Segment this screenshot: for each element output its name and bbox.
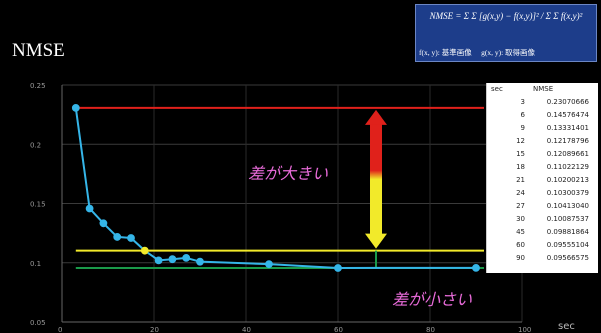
cell-nmse: 0.10200213 (546, 176, 589, 184)
x-tick-label: 20 (150, 326, 159, 333)
chart-title: NMSE (12, 40, 65, 61)
y-tick-label: 0.25 (30, 82, 46, 90)
cell-sec: 90 (516, 254, 525, 262)
table-row: 15 0.12089661 (487, 148, 598, 161)
data-point (265, 260, 273, 269)
table-row: 30 0.10087537 (487, 213, 598, 226)
cell-nmse: 0.23070666 (546, 98, 589, 106)
header-nmse: NMSE (533, 85, 554, 93)
y-tick-label: 0.2 (30, 141, 41, 149)
data-point (99, 219, 108, 228)
nmse-series-line (74, 107, 477, 269)
table-header-row: sec NMSE (487, 83, 598, 96)
data-point (154, 256, 163, 265)
formula-legend: f(x, y): 基準画像 g(x, y): 取得画像 (419, 48, 536, 57)
annotation-big-diff: 差が大きい (248, 164, 329, 183)
table-row: 60 0.09555104 (487, 239, 598, 252)
nmse-formula-box: NMSE = Σ Σ [g(x,y) − f(x,y)]² / Σ Σ f(x,… (415, 4, 597, 62)
cell-sec: 21 (516, 176, 525, 184)
table-row: 18 0.11022129 (487, 161, 598, 174)
table-row: 90 0.09566575 (487, 252, 598, 265)
table-row: 6 0.14576474 (487, 109, 598, 122)
x-tick-label: 100 (518, 326, 531, 333)
cell-nmse: 0.11022129 (546, 163, 589, 171)
y-tick-label: 0.15 (30, 201, 46, 209)
cell-sec: 3 (520, 98, 525, 106)
annotation-small-diff: 差が小さい (392, 290, 473, 309)
y-tick-label: 0.1 (30, 260, 41, 268)
x-tick-label: 60 (334, 326, 343, 333)
data-point (113, 233, 122, 241)
cell-nmse: 0.14576474 (546, 111, 589, 119)
nmse-table: sec NMSE 3 0.23070666 6 0.14576474 9 0.133314… (486, 83, 598, 273)
x-tick-label: 80 (426, 326, 435, 333)
cell-sec: 45 (516, 228, 525, 236)
arrow-head-up (365, 109, 387, 125)
cell-nmse: 0.09555104 (546, 241, 589, 249)
x-tick-label: 0 (58, 326, 62, 333)
table-row: 24 0.10300379 (487, 187, 598, 200)
table-row: 9 0.13331401 (487, 122, 598, 135)
cell-sec: 9 (520, 124, 525, 132)
table-row: 45 0.09881864 (487, 226, 598, 239)
y-tick-label: 0.05 (30, 319, 46, 327)
cell-sec: 15 (516, 150, 525, 158)
cell-nmse: 0.12178796 (546, 137, 589, 145)
cell-sec: 60 (516, 241, 525, 249)
table-row: 3 0.23070666 (487, 96, 598, 109)
data-point (127, 234, 135, 242)
cell-nmse: 0.13331401 (546, 124, 589, 132)
cell-sec: 24 (516, 189, 525, 197)
cell-nmse: 0.10087537 (546, 215, 589, 223)
x-axis-unit: sec (558, 321, 575, 332)
cell-nmse: 0.09566575 (546, 254, 589, 262)
cell-nmse: 0.12089661 (546, 150, 589, 158)
data-point (140, 246, 149, 255)
data-point (334, 264, 342, 272)
data-point (182, 253, 191, 262)
arrow-shaft (370, 123, 382, 235)
data-point (85, 204, 94, 213)
cell-sec: 30 (516, 215, 525, 223)
cell-sec: 12 (516, 137, 525, 145)
data-point (71, 103, 80, 112)
header-sec: sec (491, 85, 503, 93)
cell-sec: 6 (520, 111, 525, 119)
cell-sec: 27 (516, 202, 525, 210)
table-row: 21 0.10200213 (487, 174, 598, 187)
data-point (168, 255, 177, 264)
nmse-formula: NMSE = Σ Σ [g(x,y) − f(x,y)]² / Σ Σ f(x,… (429, 11, 583, 21)
cell-nmse: 0.10300379 (546, 189, 589, 197)
cell-nmse: 0.10413040 (546, 202, 589, 210)
table-row: 27 0.10413040 (487, 200, 598, 213)
data-point (196, 257, 204, 266)
cell-nmse: 0.09881864 (546, 228, 589, 236)
arrow-head-down (365, 233, 387, 249)
x-tick-label: 40 (242, 326, 251, 333)
table-row: 12 0.12178796 (487, 135, 598, 148)
cell-sec: 18 (516, 163, 525, 171)
data-point (472, 263, 480, 272)
